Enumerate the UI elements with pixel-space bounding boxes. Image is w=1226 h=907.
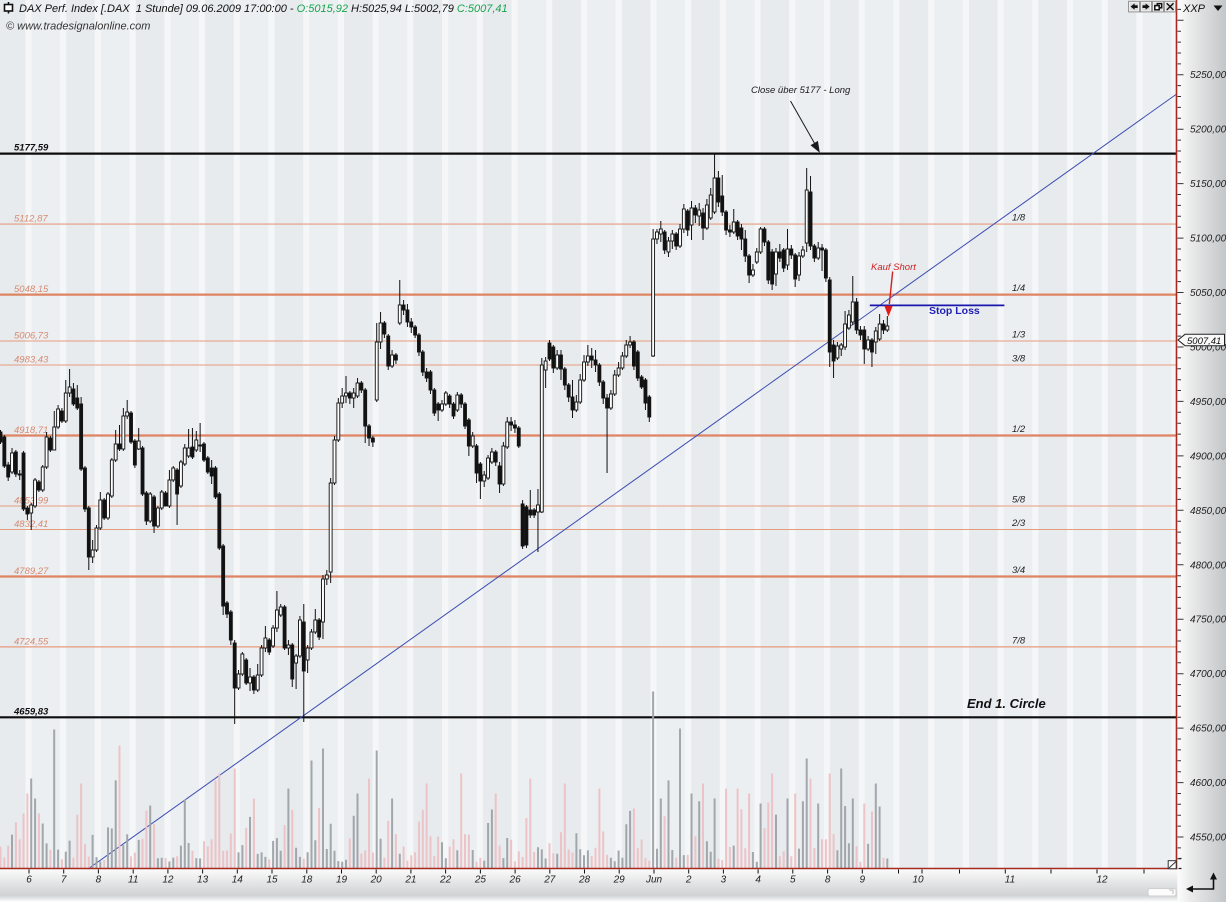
svg-text:Stop Loss: Stop Loss bbox=[929, 305, 980, 317]
svg-text:DAX Perf. Index [.DAX 1 Stund: DAX Perf. Index [.DAX 1 Stunde] 09.06.20… bbox=[19, 3, 508, 15]
svg-text:Close über 5177 - Long: Close über 5177 - Long bbox=[751, 85, 851, 96]
svg-text:3: 3 bbox=[721, 875, 727, 886]
svg-text:19: 19 bbox=[336, 875, 348, 886]
svg-text:21: 21 bbox=[404, 875, 416, 886]
svg-text:5150,00: 5150,00 bbox=[1190, 179, 1226, 190]
svg-text:5/8: 5/8 bbox=[1012, 495, 1026, 506]
svg-text:4983,43: 4983,43 bbox=[14, 355, 49, 366]
svg-text:5200,00: 5200,00 bbox=[1190, 125, 1226, 136]
svg-text:Kauf Short: Kauf Short bbox=[871, 262, 916, 273]
svg-text:XXP: XXP bbox=[1182, 3, 1206, 15]
svg-text:5006,73: 5006,73 bbox=[14, 331, 49, 342]
svg-text:Jun: Jun bbox=[645, 875, 663, 886]
svg-text:1/8: 1/8 bbox=[1012, 213, 1026, 224]
svg-text:22: 22 bbox=[439, 875, 452, 886]
svg-text:3/8: 3/8 bbox=[1012, 354, 1026, 365]
svg-text:11: 11 bbox=[1005, 875, 1015, 886]
svg-text:14: 14 bbox=[232, 875, 244, 886]
svg-text:26: 26 bbox=[509, 875, 522, 886]
svg-text:8: 8 bbox=[825, 875, 831, 886]
svg-text:5100,00: 5100,00 bbox=[1190, 234, 1226, 245]
svg-text:12: 12 bbox=[162, 875, 174, 886]
svg-text:20: 20 bbox=[370, 875, 383, 886]
svg-text:4550,00: 4550,00 bbox=[1190, 833, 1226, 844]
svg-text:5250,00: 5250,00 bbox=[1190, 70, 1226, 81]
svg-text:6: 6 bbox=[26, 875, 32, 886]
svg-text:4850,00: 4850,00 bbox=[1190, 506, 1226, 517]
svg-text:5: 5 bbox=[790, 875, 796, 886]
svg-text:5050,00: 5050,00 bbox=[1190, 288, 1226, 299]
svg-text:5007,41: 5007,41 bbox=[1187, 336, 1221, 347]
svg-text:27: 27 bbox=[543, 875, 556, 886]
svg-text:5048,15: 5048,15 bbox=[14, 284, 49, 295]
svg-text:1/3: 1/3 bbox=[1012, 330, 1026, 341]
svg-text:4800,00: 4800,00 bbox=[1190, 560, 1226, 571]
svg-text:4600,00: 4600,00 bbox=[1190, 778, 1226, 789]
svg-text:28: 28 bbox=[578, 875, 591, 886]
svg-text:5112,87: 5112,87 bbox=[14, 214, 48, 225]
svg-text:3/4: 3/4 bbox=[1012, 565, 1025, 576]
svg-text:End 1. Circle: End 1. Circle bbox=[967, 696, 1046, 711]
svg-text:8: 8 bbox=[96, 875, 102, 886]
svg-text:18: 18 bbox=[301, 875, 313, 886]
svg-text:4724,55: 4724,55 bbox=[14, 636, 49, 647]
svg-text:4853,99: 4853,99 bbox=[14, 496, 49, 507]
svg-text:5000,00: 5000,00 bbox=[1190, 343, 1226, 354]
svg-text:4918,71: 4918,71 bbox=[14, 425, 48, 436]
svg-text:4789,27: 4789,27 bbox=[14, 566, 49, 577]
svg-text:4900,00: 4900,00 bbox=[1190, 451, 1226, 462]
svg-text:1/4: 1/4 bbox=[1012, 283, 1025, 294]
svg-text:1/2: 1/2 bbox=[1012, 424, 1026, 435]
svg-text:12: 12 bbox=[1096, 875, 1108, 886]
svg-text:7/8: 7/8 bbox=[1012, 635, 1026, 646]
svg-text:2/3: 2/3 bbox=[1011, 518, 1026, 529]
svg-text:9: 9 bbox=[860, 875, 866, 886]
svg-text:10: 10 bbox=[912, 875, 924, 886]
svg-text:© www.tradesignalonline.com: © www.tradesignalonline.com bbox=[6, 21, 150, 33]
svg-text:15: 15 bbox=[266, 875, 278, 886]
svg-text:4750,00: 4750,00 bbox=[1190, 615, 1226, 626]
svg-text:4659,83: 4659,83 bbox=[13, 706, 49, 717]
svg-text:2: 2 bbox=[685, 875, 692, 886]
svg-text:4700,00: 4700,00 bbox=[1190, 669, 1226, 680]
svg-text:4: 4 bbox=[755, 875, 761, 886]
svg-text:25: 25 bbox=[474, 875, 487, 886]
svg-text:4650,00: 4650,00 bbox=[1190, 724, 1226, 735]
svg-text:13: 13 bbox=[197, 875, 209, 886]
svg-text:11: 11 bbox=[128, 875, 138, 886]
svg-text:5177,59: 5177,59 bbox=[14, 143, 49, 154]
svg-text:4950,00: 4950,00 bbox=[1190, 397, 1226, 408]
svg-text:29: 29 bbox=[613, 875, 626, 886]
svg-text:7: 7 bbox=[61, 875, 67, 886]
